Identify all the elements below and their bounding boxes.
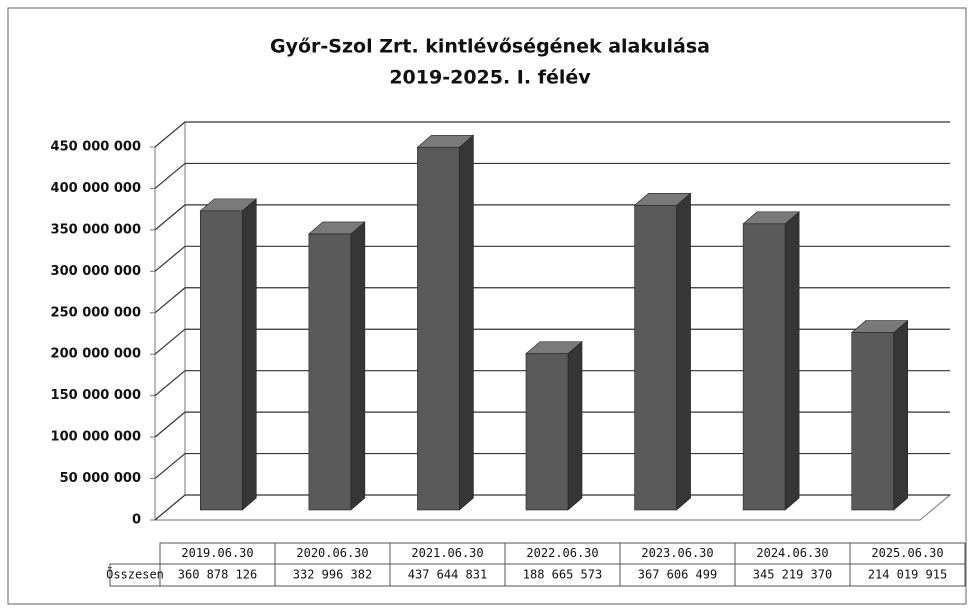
x-tick-label: 2019.06.30 xyxy=(181,546,253,560)
bar xyxy=(851,332,895,511)
data-label: 360 878 126 xyxy=(178,568,257,582)
bar-side xyxy=(676,192,691,511)
y-tick-label: 400 000 000 xyxy=(51,181,141,196)
x-tick-label: 2023.06.30 xyxy=(641,546,713,560)
bar-side xyxy=(784,211,800,511)
data-label: 214 019 915 xyxy=(868,568,947,582)
chart-subtitle: 2019-2025. I. félév xyxy=(389,67,591,89)
grid-line xyxy=(154,121,950,148)
grid-line xyxy=(154,287,950,314)
bar xyxy=(417,146,460,511)
data-label: 188 665 573 xyxy=(523,568,602,582)
bar-side xyxy=(893,319,909,511)
chart-border xyxy=(7,7,967,605)
y-tick-label: 50 000 000 xyxy=(60,471,141,486)
y-tick-label: 100 000 000 xyxy=(51,430,141,445)
y-tick-label: 350 000 000 xyxy=(51,222,141,237)
chart-title: Győr-Szol Zrt. kintlévőségének alakulása xyxy=(270,36,710,58)
x-tick-label: 2025.06.30 xyxy=(871,546,943,560)
bar xyxy=(308,233,352,511)
y-tick-label: 450 000 000 xyxy=(51,140,141,155)
grid-line xyxy=(154,245,950,272)
bar xyxy=(634,204,677,511)
grid-line xyxy=(154,204,950,231)
x-tick-label: 2024.06.30 xyxy=(756,546,828,560)
x-tick-label: 2022.06.30 xyxy=(526,546,598,560)
y-tick-label: 0 xyxy=(132,513,141,528)
table-value-row xyxy=(109,563,966,587)
data-label: 367 606 499 xyxy=(638,568,717,582)
grid-line xyxy=(154,411,950,438)
y-tick-label: 300 000 000 xyxy=(51,264,141,279)
bar-side xyxy=(241,198,257,511)
grid-line xyxy=(154,494,950,521)
bar xyxy=(199,210,243,511)
bar-side xyxy=(350,221,366,511)
grid-line xyxy=(154,370,950,397)
grid-line xyxy=(154,452,950,480)
bar xyxy=(742,223,786,511)
data-label: 345 219 370 xyxy=(753,568,832,582)
y-tick-label: 150 000 000 xyxy=(51,388,141,403)
y-tick-label: 200 000 000 xyxy=(51,347,141,362)
grid-line xyxy=(154,162,950,189)
x-tick-label: 2020.06.30 xyxy=(296,546,368,560)
bar-side xyxy=(459,134,474,511)
y-tick-label: 250 000 000 xyxy=(51,305,141,320)
x-tick-label: 2021.06.30 xyxy=(411,546,483,560)
grid-line xyxy=(154,328,950,355)
bar-side xyxy=(567,340,583,511)
bar xyxy=(525,353,569,511)
data-label: 437 644 831 xyxy=(408,568,487,582)
data-label: 332 996 382 xyxy=(293,568,372,582)
legend-label: Összesen xyxy=(106,566,164,582)
